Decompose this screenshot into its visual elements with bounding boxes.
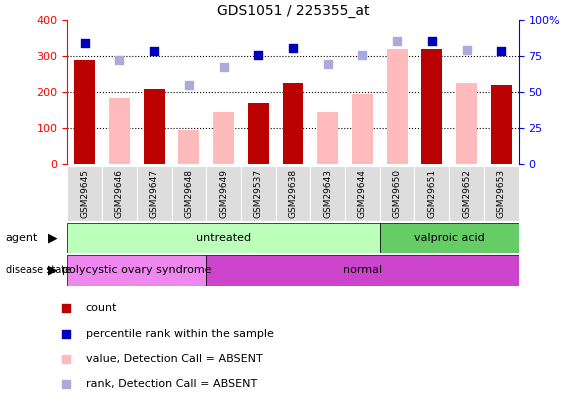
Bar [144, 89, 165, 164]
Text: GSM29646: GSM29646 [115, 169, 124, 218]
Bar [179, 130, 199, 164]
Text: disease state: disease state [6, 265, 71, 275]
Bar [109, 98, 130, 164]
FancyBboxPatch shape [449, 166, 484, 221]
Text: GSM29649: GSM29649 [219, 169, 228, 218]
Bar [213, 112, 234, 164]
Text: GSM29645: GSM29645 [80, 169, 89, 218]
Point [254, 52, 263, 58]
Text: untreated: untreated [196, 233, 251, 243]
FancyBboxPatch shape [241, 166, 275, 221]
FancyBboxPatch shape [484, 166, 519, 221]
Bar [317, 112, 338, 164]
Point [61, 381, 70, 388]
Text: ▶: ▶ [48, 264, 57, 277]
Text: GSM29651: GSM29651 [427, 169, 437, 218]
Point [61, 356, 70, 362]
Point [219, 64, 229, 70]
Text: GSM29647: GSM29647 [149, 169, 159, 218]
Text: GSM29638: GSM29638 [288, 169, 298, 218]
Bar [248, 103, 269, 164]
Point [115, 57, 124, 63]
Bar [421, 49, 442, 164]
Point [61, 330, 70, 337]
Text: rank, Detection Call = ABSENT: rank, Detection Call = ABSENT [86, 379, 257, 389]
Text: GSM29643: GSM29643 [323, 169, 332, 218]
FancyBboxPatch shape [67, 223, 380, 253]
Text: agent: agent [6, 233, 38, 243]
Text: count: count [86, 303, 117, 313]
FancyBboxPatch shape [345, 166, 380, 221]
Text: valproic acid: valproic acid [414, 233, 485, 243]
Bar [282, 83, 304, 164]
Text: normal: normal [343, 265, 382, 275]
Point [427, 38, 437, 44]
Text: GSM29653: GSM29653 [497, 169, 506, 218]
FancyBboxPatch shape [67, 166, 102, 221]
Point [462, 47, 471, 53]
Bar [491, 85, 512, 164]
Bar [74, 60, 95, 164]
Point [357, 52, 367, 58]
FancyBboxPatch shape [67, 255, 206, 286]
FancyBboxPatch shape [206, 255, 519, 286]
Point [61, 305, 70, 311]
Point [149, 47, 159, 54]
Text: ▶: ▶ [48, 231, 57, 245]
Text: GSM29650: GSM29650 [393, 169, 401, 218]
FancyBboxPatch shape [380, 166, 414, 221]
FancyBboxPatch shape [380, 223, 519, 253]
Point [80, 39, 90, 46]
Text: percentile rank within the sample: percentile rank within the sample [86, 328, 274, 339]
Bar [456, 83, 477, 164]
FancyBboxPatch shape [137, 166, 172, 221]
Point [496, 47, 506, 54]
Point [184, 82, 193, 88]
Title: GDS1051 / 225355_at: GDS1051 / 225355_at [217, 4, 369, 18]
FancyBboxPatch shape [311, 166, 345, 221]
Point [323, 61, 332, 67]
Text: GSM29537: GSM29537 [254, 169, 263, 218]
Bar [387, 49, 407, 164]
Bar [352, 94, 373, 164]
FancyBboxPatch shape [172, 166, 206, 221]
FancyBboxPatch shape [206, 166, 241, 221]
Text: GSM29652: GSM29652 [462, 169, 471, 218]
FancyBboxPatch shape [414, 166, 449, 221]
Point [288, 45, 298, 51]
Text: GSM29648: GSM29648 [185, 169, 193, 218]
FancyBboxPatch shape [275, 166, 311, 221]
FancyBboxPatch shape [102, 166, 137, 221]
Point [393, 38, 402, 44]
Text: GSM29644: GSM29644 [358, 169, 367, 217]
Text: polycystic ovary syndrome: polycystic ovary syndrome [62, 265, 212, 275]
Text: value, Detection Call = ABSENT: value, Detection Call = ABSENT [86, 354, 263, 364]
